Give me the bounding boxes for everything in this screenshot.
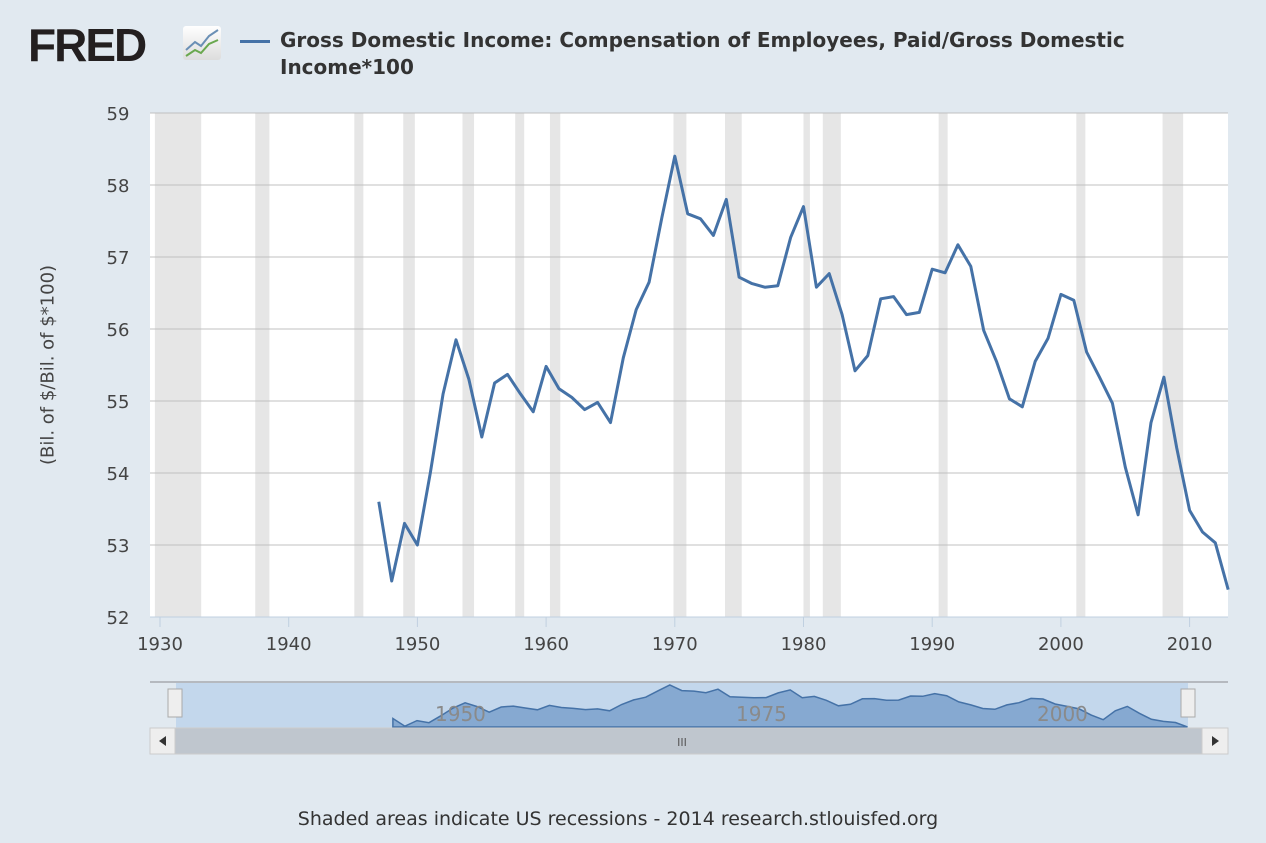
y-tick-label: 53 <box>107 536 130 557</box>
recession-band <box>549 113 561 617</box>
recession-band <box>673 113 687 617</box>
recession-band <box>354 113 364 617</box>
y-tick-label: 57 <box>107 248 130 269</box>
y-tick-label: 59 <box>107 104 130 125</box>
scrollbar-track[interactable] <box>149 727 1229 755</box>
y-tick-label: 52 <box>107 608 130 629</box>
navigator[interactable]: 1950 1975 2000 III <box>149 681 1229 755</box>
x-tick-label: 1950 <box>394 634 440 655</box>
chart-logo-icon <box>183 26 221 60</box>
recession-band <box>1076 113 1086 617</box>
recession-band <box>403 113 415 617</box>
navigator-left-handle[interactable] <box>167 688 183 718</box>
x-tick-label: 1940 <box>266 634 312 655</box>
x-tick-label: 1960 <box>523 634 569 655</box>
recession-band <box>462 113 475 617</box>
y-tick-label: 54 <box>107 464 130 485</box>
footer-note: Shaded areas indicate US recessions - 20… <box>297 808 939 830</box>
arrow-left-icon <box>159 736 166 746</box>
series-line <box>377 154 1230 590</box>
navigator-label: 1975 <box>736 702 787 726</box>
recession-band <box>515 113 525 617</box>
x-tick-label: 1970 <box>652 634 698 655</box>
x-tick-label: 1990 <box>909 634 955 655</box>
navigator-series <box>392 684 1188 728</box>
recession-band <box>255 113 270 617</box>
recession-band <box>803 113 810 617</box>
chart-title: Gross Domestic Income: Compensation of E… <box>280 28 1125 79</box>
navigator-label: 2000 <box>1037 702 1088 726</box>
fred-logo[interactable]: FRED <box>28 19 147 71</box>
x-tick-label: 2000 <box>1038 634 1084 655</box>
recession-band <box>154 113 202 617</box>
recession-band <box>1162 113 1184 617</box>
x-tick-label: 1980 <box>781 634 827 655</box>
plot-background <box>150 113 1228 617</box>
recession-band <box>938 113 948 617</box>
arrow-right-icon <box>1212 736 1219 746</box>
recession-band <box>724 113 742 617</box>
y-tick-label: 56 <box>107 320 130 341</box>
x-tick-label: 1930 <box>137 634 183 655</box>
navigator-label: 1950 <box>435 702 486 726</box>
scrollbar-grip[interactable]: III <box>677 736 687 749</box>
x-tick-label: 2010 <box>1167 634 1213 655</box>
legend-series-swatch <box>240 40 270 43</box>
navigator-right-handle[interactable] <box>1180 688 1196 718</box>
y-tick-label: 58 <box>107 176 130 197</box>
y-tick-label: 55 <box>107 392 130 413</box>
recession-band <box>822 113 841 617</box>
